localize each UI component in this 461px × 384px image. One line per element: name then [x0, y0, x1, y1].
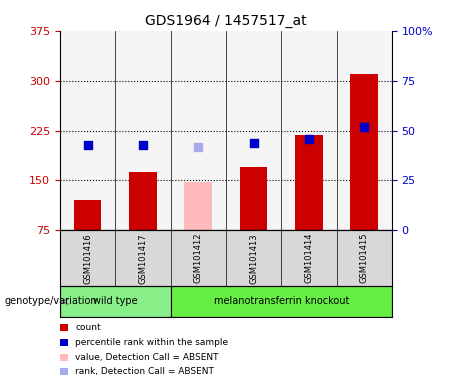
Text: wild type: wild type [93, 296, 137, 306]
Bar [129, 172, 157, 230]
Point [305, 136, 313, 142]
Point [361, 124, 368, 130]
Text: GSM101412: GSM101412 [194, 233, 203, 283]
Point [195, 144, 202, 150]
Text: GSM101416: GSM101416 [83, 233, 92, 283]
Text: GSM101414: GSM101414 [304, 233, 313, 283]
Text: value, Detection Call = ABSENT: value, Detection Call = ABSENT [75, 353, 219, 362]
Text: count: count [75, 323, 101, 333]
Point [250, 139, 257, 146]
Bar [171, 286, 392, 317]
Point [139, 141, 147, 147]
Bar [295, 135, 323, 230]
Text: genotype/variation: genotype/variation [5, 296, 97, 306]
Text: melanotransferrin knockout: melanotransferrin knockout [213, 296, 349, 306]
Title: GDS1964 / 1457517_at: GDS1964 / 1457517_at [145, 14, 307, 28]
Text: GSM101415: GSM101415 [360, 233, 369, 283]
Text: GSM101413: GSM101413 [249, 233, 258, 283]
Text: percentile rank within the sample: percentile rank within the sample [75, 338, 228, 347]
Bar [74, 200, 101, 230]
Bar [184, 182, 212, 230]
Bar [60, 286, 171, 317]
Bar [240, 167, 267, 230]
Text: GSM101417: GSM101417 [138, 233, 148, 283]
Point [84, 141, 91, 147]
Text: rank, Detection Call = ABSENT: rank, Detection Call = ABSENT [75, 367, 214, 376]
Bar [350, 74, 378, 230]
